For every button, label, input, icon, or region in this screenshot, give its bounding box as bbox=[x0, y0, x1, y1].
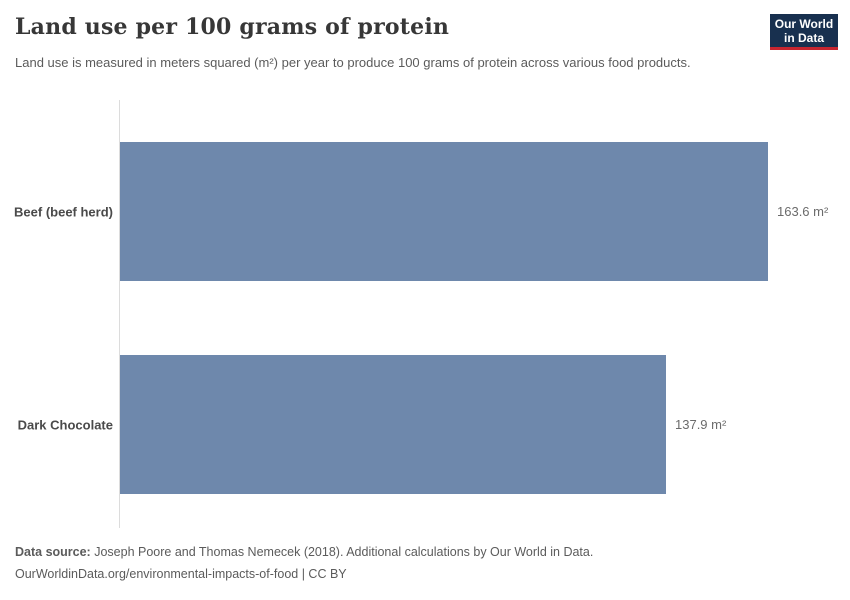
bar-beef[interactable] bbox=[120, 142, 768, 281]
citation-link[interactable]: OurWorldinData.org/environmental-impacts… bbox=[15, 567, 299, 581]
bar-row-dark-chocolate: Dark Chocolate 137.9 m² bbox=[0, 355, 850, 494]
chart-title: Land use per 100 grams of protein bbox=[15, 14, 450, 40]
bar-row-beef: Beef (beef herd) 163.6 m² bbox=[0, 142, 850, 281]
data-source-label: Data source: bbox=[15, 545, 91, 559]
owid-logo-line2: in Data bbox=[783, 31, 824, 45]
owid-logo[interactable]: Our World in Data bbox=[770, 14, 838, 50]
y-axis-line bbox=[119, 100, 120, 528]
chart-subtitle: Land use is measured in meters squared (… bbox=[15, 55, 691, 70]
bar-dark-chocolate[interactable] bbox=[120, 355, 666, 494]
bar-value-beef: 163.6 m² bbox=[777, 204, 829, 219]
bar-value-dark-chocolate: 137.9 m² bbox=[675, 417, 727, 432]
citation-line: OurWorldinData.org/environmental-impacts… bbox=[15, 563, 593, 585]
bar-track-dark-chocolate: 137.9 m² bbox=[120, 355, 726, 494]
bar-label-dark-chocolate: Dark Chocolate bbox=[17, 417, 113, 432]
data-source-line: Data source: Joseph Poore and Thomas Nem… bbox=[15, 541, 593, 563]
data-source-text: Joseph Poore and Thomas Nemecek (2018). … bbox=[90, 545, 594, 559]
chart-footer: Data source: Joseph Poore and Thomas Nem… bbox=[15, 541, 593, 585]
citation-suffix: | CC BY bbox=[298, 567, 347, 581]
bar-track-beef: 163.6 m² bbox=[120, 142, 828, 281]
owid-logo-line1: Our World bbox=[774, 17, 834, 31]
bar-label-beef: Beef (beef herd) bbox=[14, 204, 113, 219]
bar-chart: Beef (beef herd) 163.6 m² Dark Chocolate… bbox=[0, 100, 850, 528]
